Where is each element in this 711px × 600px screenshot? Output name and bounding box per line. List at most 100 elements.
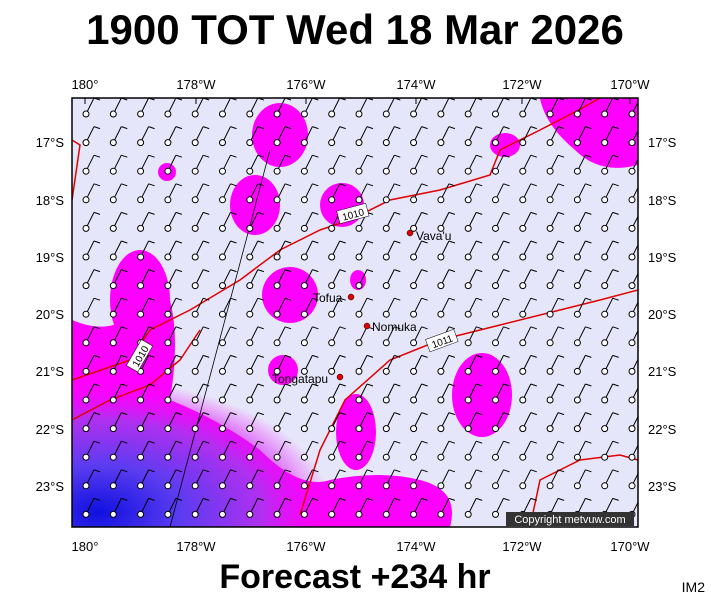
- barb-flag: [203, 211, 210, 215]
- barb-station: [164, 482, 172, 490]
- barb-flag: [530, 269, 537, 273]
- barb-flag: [230, 383, 237, 387]
- barb-flag: [448, 211, 456, 215]
- barb-flag: [557, 469, 565, 473]
- barb-station: [246, 510, 254, 518]
- barb-flag: [421, 440, 428, 444]
- barb-flag: [203, 326, 210, 330]
- barb-flag: [284, 297, 292, 301]
- barb-flag: [312, 354, 319, 358]
- barb-flag: [557, 383, 565, 387]
- barb-flag: [312, 469, 319, 473]
- barb-station: [437, 396, 445, 404]
- barb-station: [519, 196, 527, 204]
- barb-station: [573, 453, 581, 461]
- barb-flag: [284, 240, 292, 244]
- barb-station: [382, 282, 390, 290]
- barb-station: [164, 282, 172, 290]
- barb-station: [382, 110, 390, 118]
- barb-station: [191, 453, 199, 461]
- barb-flag: [121, 269, 128, 273]
- barb-station: [164, 453, 172, 461]
- barb-station: [355, 110, 363, 118]
- barb-station: [355, 253, 363, 261]
- barb-station: [437, 282, 445, 290]
- barb-flag: [503, 211, 510, 215]
- barb-flag: [640, 212, 646, 214]
- barb-station: [464, 367, 472, 375]
- barb-flag: [284, 126, 292, 130]
- barb-station: [628, 310, 636, 318]
- barb-flag: [421, 383, 428, 387]
- barb-flag: [175, 469, 183, 473]
- barb-flag: [312, 269, 319, 273]
- barb-flag: [448, 412, 456, 416]
- image-id: IM2: [682, 579, 706, 595]
- barb-flag: [257, 211, 264, 215]
- barb-flag: [366, 497, 374, 501]
- barb-flag: [640, 298, 646, 300]
- barb-flag: [530, 354, 537, 358]
- barb-station: [273, 367, 281, 375]
- barb-flag: [148, 297, 155, 301]
- barb-station: [628, 224, 636, 232]
- barb-flag: [640, 241, 646, 243]
- barb-flag: [448, 440, 456, 444]
- barb-flag: [503, 412, 510, 416]
- lat-label-right: 22°S: [648, 422, 677, 437]
- barb-station: [519, 110, 527, 118]
- barb-flag: [203, 383, 210, 387]
- barb-station: [628, 110, 636, 118]
- barb-flag: [557, 240, 565, 244]
- lat-label-right: 23°S: [648, 479, 677, 494]
- barb-flag: [121, 126, 128, 130]
- barb-station: [109, 425, 117, 433]
- barb-flag: [585, 383, 592, 387]
- lat-label-right: 20°S: [648, 307, 677, 322]
- barb-station: [437, 224, 445, 232]
- barb-station: [573, 110, 581, 118]
- barb-station: [164, 253, 172, 261]
- barb-flag: [612, 469, 619, 473]
- barb-station: [82, 453, 90, 461]
- barb-flag: [284, 211, 292, 215]
- barb-flag: [557, 211, 565, 215]
- barb-station: [300, 482, 308, 490]
- barb-station: [246, 396, 254, 404]
- barb-station: [464, 510, 472, 518]
- barb-flag: [148, 240, 155, 244]
- barb-station: [355, 196, 363, 204]
- barb-flag: [148, 469, 155, 473]
- lon-label-bottom: 178°W: [176, 539, 216, 554]
- barb-flag: [421, 469, 428, 473]
- place-dot: [336, 373, 344, 381]
- barb-flag: [394, 211, 401, 215]
- barb-flag: [175, 354, 183, 358]
- barb-station: [355, 453, 363, 461]
- barb-station: [519, 396, 527, 404]
- barb-station: [328, 482, 336, 490]
- barb-station: [382, 396, 390, 404]
- place-dot: [363, 322, 371, 330]
- barb-flag: [93, 354, 101, 358]
- barb-station: [273, 282, 281, 290]
- barb-station: [519, 253, 527, 261]
- barb-flag: [476, 383, 483, 387]
- barb-station: [300, 453, 308, 461]
- barb-station: [273, 196, 281, 204]
- barb-flag: [394, 269, 401, 273]
- barb-station: [82, 139, 90, 147]
- barb-flag: [612, 269, 619, 273]
- barb-station: [109, 339, 117, 347]
- barb-station: [191, 253, 199, 261]
- barb-station: [219, 224, 226, 232]
- barb-flag: [230, 269, 237, 273]
- barb-flag: [121, 154, 128, 158]
- barb-flag: [121, 383, 128, 387]
- barb-station: [191, 282, 199, 290]
- barb-flag: [448, 354, 456, 358]
- barb-station: [328, 224, 336, 232]
- lon-label-top: 180°: [72, 77, 99, 92]
- place-dot: [406, 229, 414, 237]
- barb-flag: [175, 211, 183, 215]
